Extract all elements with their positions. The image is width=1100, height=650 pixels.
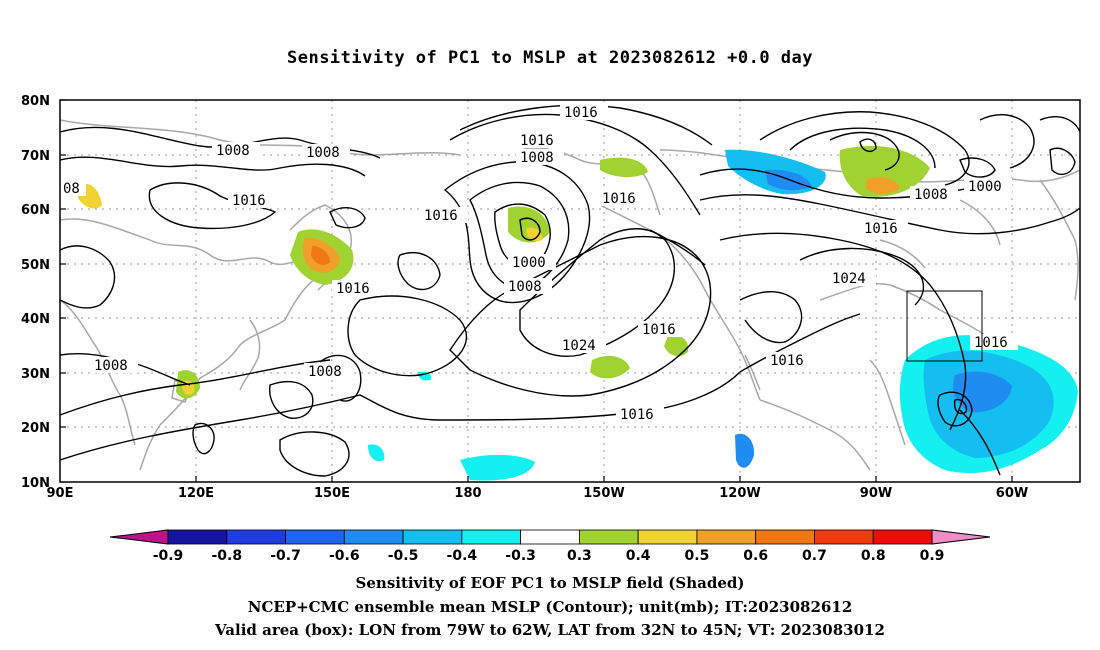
contour-label: 08 bbox=[63, 181, 80, 197]
colorbar: -0.9 -0.8 -0.7 -0.6 -0.5 -0.4 -0.3 0.3 0.4 0.5 0.6… bbox=[109, 529, 991, 564]
contour-label: 1016 bbox=[424, 208, 458, 224]
lon-label: 180 bbox=[454, 486, 481, 501]
colorbar-swatch bbox=[696, 529, 757, 545]
lat-label: 10N bbox=[21, 476, 50, 491]
latitude-labels: 80N 70N 60N 50N 40N 30N 20N 10N bbox=[21, 94, 50, 491]
valid-area-box bbox=[906, 290, 983, 362]
shade-negative-tropics bbox=[460, 454, 535, 481]
contour-label: 1000 bbox=[512, 255, 546, 271]
shade-positive-gulf bbox=[664, 334, 689, 357]
map-frame bbox=[59, 99, 1081, 483]
contour-label: 1016 bbox=[232, 193, 266, 209]
lat-label: 70N bbox=[21, 149, 50, 164]
contour-label: 1008 bbox=[94, 358, 128, 374]
caption-line-3: Valid area (box): LON from 79W to 62W, L… bbox=[215, 621, 885, 639]
colorbar-tick-label: 0.6 bbox=[743, 548, 768, 564]
colorbar-swatch bbox=[578, 529, 639, 545]
caption-line-1: Sensitivity of EOF PC1 to MSLP field (Sh… bbox=[355, 574, 745, 592]
contour-label: 1016 bbox=[602, 191, 636, 207]
shade-core-kamchatka bbox=[311, 246, 330, 265]
colorbar-tick-label: 0.4 bbox=[626, 548, 651, 564]
lon-label: 150E bbox=[314, 486, 350, 501]
colorbar-tick-label: -0.9 bbox=[153, 548, 184, 564]
contour-label: 1008 bbox=[308, 364, 342, 380]
shade-positive-pacific bbox=[590, 355, 630, 379]
contour-label: 1024 bbox=[832, 271, 866, 287]
colorbar-tick-label: -0.5 bbox=[388, 548, 419, 564]
contour-label: 1008 bbox=[216, 143, 250, 159]
colorbar-swatch bbox=[755, 529, 815, 545]
colorbar-swatch bbox=[285, 529, 345, 545]
shade-positive-north bbox=[600, 157, 648, 178]
lat-label: 40N bbox=[21, 312, 50, 327]
longitude-labels: 90E 120E 150E 180 150W 120W 90W 60W bbox=[47, 486, 1029, 501]
sensitivity-shading bbox=[78, 146, 1078, 481]
colorbar-tick-label: -0.6 bbox=[329, 548, 360, 564]
lat-label: 20N bbox=[21, 421, 50, 436]
colorbar-swatch bbox=[226, 529, 286, 545]
colorbar-tick-label: 0.9 bbox=[920, 548, 945, 564]
colorbar-tick-label: -0.8 bbox=[211, 548, 242, 564]
colorbar-tick-label: -0.3 bbox=[505, 548, 536, 564]
shade-positive-arctic bbox=[839, 146, 930, 197]
colorbar-swatch bbox=[872, 529, 933, 545]
colorbar-tick-label: -0.7 bbox=[270, 548, 301, 564]
caption-line-2: NCEP+CMC ensemble mean MSLP (Contour); u… bbox=[247, 598, 853, 616]
contour-label: 1016 bbox=[620, 407, 654, 423]
contour-label: 1024 bbox=[562, 338, 596, 354]
lat-label: 30N bbox=[21, 367, 50, 382]
axis-ticks bbox=[60, 99, 1013, 482]
colorbar-swatch bbox=[402, 529, 463, 545]
shade-positive-dateline-core bbox=[526, 227, 543, 242]
lon-label: 150W bbox=[583, 486, 624, 501]
contour-label: 1008 bbox=[914, 187, 948, 203]
colorbar-swatch bbox=[343, 529, 404, 545]
contour-label: 1000 bbox=[968, 179, 1002, 195]
contour-label: 1016 bbox=[864, 221, 898, 237]
colorbar-left-arrow bbox=[109, 529, 169, 545]
shade-positive-arctic-core bbox=[866, 177, 900, 194]
shade-negative-baja bbox=[735, 433, 755, 468]
lon-label: 120W bbox=[719, 486, 760, 501]
contour-label: 1016 bbox=[564, 105, 598, 121]
contour-label: 1016 bbox=[770, 353, 804, 369]
contour-label: 1008 bbox=[508, 279, 542, 295]
contour-labels: 1016 1008 1008 1016 1008 1016 1016 1000 … bbox=[62, 104, 1018, 423]
contour-label: 1016 bbox=[520, 133, 554, 149]
contour-label: 1016 bbox=[974, 335, 1008, 351]
colorbar-swatch bbox=[461, 529, 522, 545]
colorbar-swatch bbox=[167, 529, 228, 545]
colorbar-swatch bbox=[520, 529, 580, 545]
colorbar-swatch bbox=[637, 529, 698, 545]
colorbar-tick-label: 0.8 bbox=[861, 548, 886, 564]
colorbar-tick-label: 0.7 bbox=[802, 548, 827, 564]
shade-negative-small bbox=[368, 444, 385, 462]
colorbar-right-arrow bbox=[931, 529, 991, 545]
contour-label: 1008 bbox=[520, 150, 554, 166]
lon-label: 90W bbox=[860, 486, 892, 501]
colorbar-tick-label: -0.4 bbox=[447, 548, 478, 564]
lon-label: 60W bbox=[996, 486, 1028, 501]
contour-label: 1008 bbox=[306, 145, 340, 161]
colorbar-tick-label: 0.3 bbox=[567, 548, 592, 564]
colorbar-tick-label: 0.5 bbox=[685, 548, 710, 564]
contour-label: 1016 bbox=[336, 281, 370, 297]
lat-label: 80N bbox=[21, 94, 50, 109]
lat-label: 60N bbox=[21, 203, 50, 218]
shade-negative-atlantic-core bbox=[953, 371, 1012, 413]
lon-label: 120E bbox=[178, 486, 214, 501]
lon-label: 90E bbox=[47, 486, 74, 501]
contour-label: 1016 bbox=[642, 322, 676, 338]
colorbar-swatch bbox=[814, 529, 874, 545]
lat-label: 50N bbox=[21, 258, 50, 273]
map-title: Sensitivity of PC1 to MSLP at 2023082612… bbox=[286, 48, 813, 68]
